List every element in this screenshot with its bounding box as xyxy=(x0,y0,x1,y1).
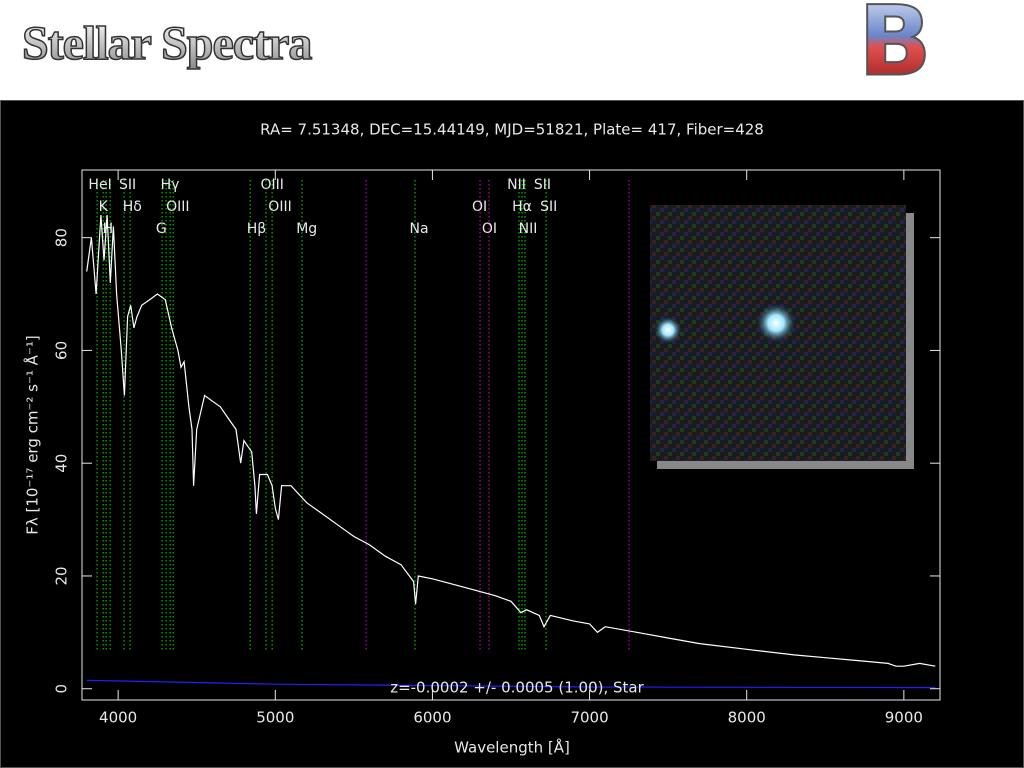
line-label: Mg xyxy=(296,221,317,237)
line-label: OI xyxy=(472,199,487,215)
x-tick-label: 5000 xyxy=(256,709,294,727)
line-label: Hβ xyxy=(247,221,266,237)
annotation: z=-0.0002 +/- 0.0005 (1.00), Star xyxy=(390,679,644,697)
y-tick-label: 40 xyxy=(53,454,71,473)
header: Stellar Spectra B xyxy=(21,0,932,98)
chart-title: RA= 7.51348, DEC=15.44149, MJD=51821, Pl… xyxy=(260,121,764,139)
x-tick-label: 4000 xyxy=(99,709,137,727)
spectrum-line xyxy=(86,679,936,689)
x-axis-label: Wavelength [Å] xyxy=(454,738,570,757)
line-label: NII xyxy=(519,221,538,237)
line-label: Na xyxy=(410,221,429,237)
line-label: OIII xyxy=(166,199,189,215)
line-label: OIII xyxy=(260,177,283,193)
chart: RA= 7.51348, DEC=15.44149, MJD=51821, Pl… xyxy=(0,100,1024,768)
x-tick-label: 7000 xyxy=(570,709,608,727)
x-tick-label: 6000 xyxy=(413,709,451,727)
line-label: OI xyxy=(482,221,497,237)
line-label: Hδ xyxy=(123,199,142,215)
y-tick-label: 60 xyxy=(53,341,71,360)
line-label: Hγ xyxy=(161,177,180,193)
line-label: OIII xyxy=(268,199,291,215)
line-label: NII xyxy=(507,177,526,193)
logo: B xyxy=(858,0,931,97)
plot-frame xyxy=(81,169,941,701)
slide-title: Stellar Spectra xyxy=(22,17,312,70)
y-tick-label: 80 xyxy=(53,228,71,247)
line-label: SII xyxy=(119,177,136,193)
spectrum-line xyxy=(86,215,936,667)
line-label: HeI xyxy=(88,177,111,193)
x-tick-label: 8000 xyxy=(728,709,766,727)
y-tick-label: 20 xyxy=(53,566,71,585)
line-label: Hα xyxy=(512,199,532,215)
line-label: SII xyxy=(540,199,557,215)
line-label: G xyxy=(156,221,167,237)
line-label: SII xyxy=(534,177,551,193)
thumbnail xyxy=(650,205,914,469)
x-tick-label: 9000 xyxy=(885,709,923,727)
line-label: K xyxy=(99,199,109,215)
y-axis-label: Fλ [10⁻¹⁷ erg cm⁻² s⁻¹ Å⁻¹] xyxy=(23,335,42,534)
y-tick-label: 0 xyxy=(53,684,71,694)
